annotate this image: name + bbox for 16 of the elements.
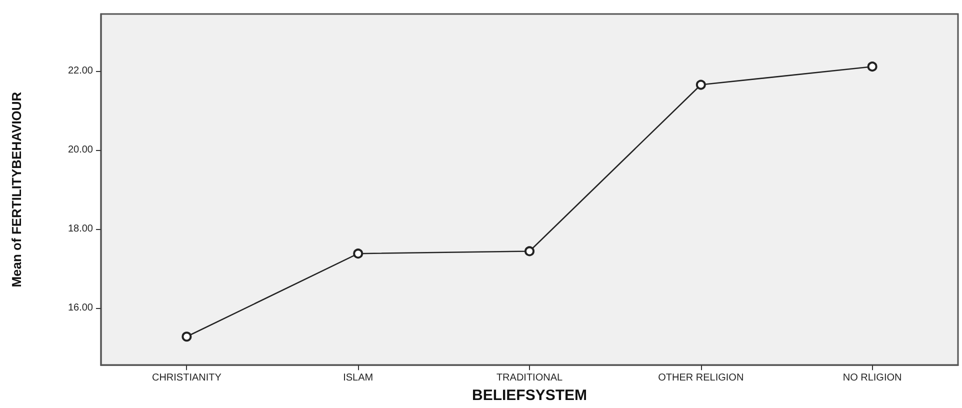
x-tick-label: TRADITIONAL: [496, 372, 563, 384]
y-tick-label: 16.00: [68, 302, 94, 314]
x-tick-label: OTHER RELIGION: [658, 372, 744, 384]
y-tick-label: 20.00: [68, 144, 94, 156]
point: [353, 248, 364, 259]
y-axis-title: Mean of FERTILITYBEHAVIOUR: [9, 91, 24, 288]
y-tick-label: 22.00: [68, 65, 94, 76]
point: [867, 62, 878, 72]
x-axis-title: BELIEFSYSTEM: [472, 387, 588, 404]
point: [524, 246, 534, 256]
point: [182, 332, 192, 342]
x-tick-label: CHRISTIANITY: [152, 372, 222, 384]
x-tick-label: NO RLIGION: [842, 372, 902, 384]
y-tick-label: 18.00: [68, 224, 94, 235]
point: [696, 80, 706, 90]
x-tick-label: ISLAM: [343, 372, 374, 384]
